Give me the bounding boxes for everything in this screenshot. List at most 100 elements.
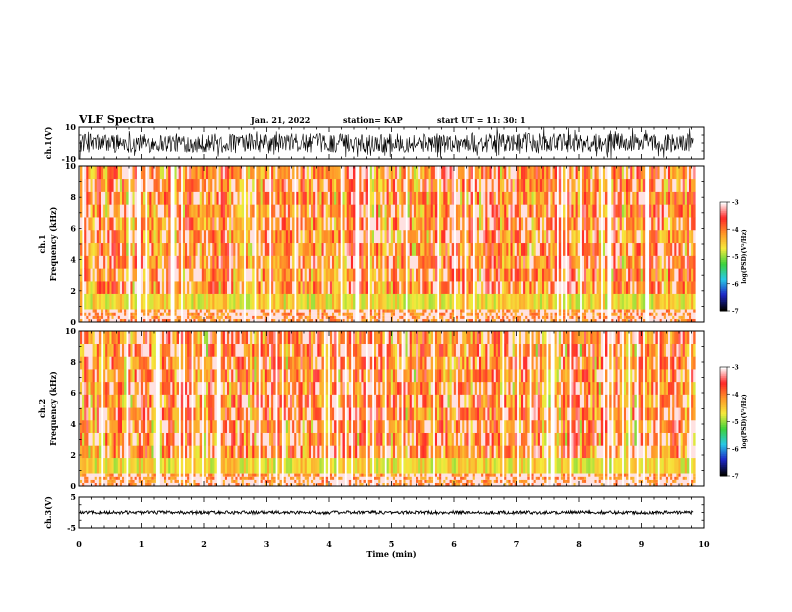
spectrogram-cell (674, 178, 677, 192)
spectrogram-cell (338, 268, 341, 282)
spectrogram-cell (605, 229, 608, 244)
spectrogram-cell (689, 191, 692, 205)
spectrogram-cell (145, 458, 148, 474)
spectrogram-cell (619, 268, 623, 282)
spectrogram-cell (174, 191, 177, 205)
spectrogram-cell (670, 255, 673, 269)
spectrogram-cell (670, 217, 673, 231)
spectrogram-cell (384, 309, 387, 313)
spectrogram-cell (245, 204, 249, 218)
spectrogram-cell (187, 217, 190, 231)
colorbar-tick-label: -7 (732, 309, 739, 316)
spectrogram-cell (508, 191, 511, 205)
spectrogram-cell (143, 356, 146, 370)
spectrogram-cell (161, 281, 165, 295)
spectrogram-cell (365, 309, 368, 313)
spectrogram-cell (327, 204, 331, 218)
spectrogram-cell (248, 309, 251, 313)
spectrogram-cell (159, 217, 163, 231)
spectrogram-cell (447, 293, 450, 310)
spectrogram-cell (447, 178, 450, 192)
spectrogram-cell (302, 242, 305, 256)
spectrogram-cell (168, 473, 171, 477)
spectrogram-cell (132, 217, 135, 231)
spectrogram-cell (292, 318, 295, 322)
spectrogram-cell (487, 166, 490, 180)
spectrogram-cell (434, 204, 438, 218)
spectrogram-cell (107, 293, 110, 310)
spectrogram-cell (191, 312, 194, 316)
spectrogram-cell (449, 255, 452, 269)
spectrogram-cell (105, 229, 108, 244)
spectrogram-cell (94, 281, 98, 295)
spectrogram-cell (86, 315, 89, 319)
spectrogram-cell (420, 229, 423, 244)
spectrogram-cell (581, 309, 585, 313)
spectrogram-cell (187, 476, 190, 480)
spectrogram-cell (665, 309, 669, 313)
spectrogram-cell (302, 191, 305, 205)
spectrogram-cell (466, 217, 469, 231)
spectrogram-cell (376, 255, 379, 269)
spectrogram-cell (298, 268, 301, 282)
colorbar-swatch (720, 220, 727, 223)
spectrogram-cell (516, 309, 520, 313)
spectrogram-cell (159, 312, 163, 316)
spectrogram-cell (397, 217, 400, 231)
spectrogram-cell (98, 178, 102, 192)
spectrogram-cell (489, 242, 492, 256)
colorbar-swatch (720, 211, 727, 214)
spectrogram-cell (224, 318, 228, 322)
spectrogram-cell (103, 476, 106, 480)
spectrogram-cell (403, 318, 406, 322)
spectrogram-cell (178, 242, 182, 256)
spectrogram-cell (111, 309, 114, 313)
spectrogram-cell (518, 268, 522, 282)
spectrogram-cell (84, 476, 87, 480)
spectrogram-cell (84, 473, 87, 477)
spectrogram-cell (371, 191, 375, 205)
spectrogram-cell (149, 473, 152, 477)
spectrogram-cell (105, 178, 108, 192)
spectrogram-cell (397, 191, 400, 205)
spectrogram-cell (302, 281, 305, 295)
spectrogram-cell (281, 229, 284, 244)
spectrogram-cell (300, 293, 303, 310)
spectrogram-cell (506, 268, 509, 282)
spectrogram-cell (283, 268, 287, 282)
spectrogram-cell (581, 315, 585, 319)
spectrogram-cell (86, 381, 89, 395)
spectrogram-cell (103, 268, 106, 282)
spectrogram-cell (191, 255, 194, 269)
spectrogram-cell (521, 229, 524, 244)
spectrogram-cell (119, 204, 123, 218)
spectrogram-cell (140, 217, 144, 231)
spectrogram-cell (195, 229, 198, 244)
spectrogram-cell (521, 204, 524, 218)
spectrogram-cell (161, 407, 165, 421)
spectrogram-cell (206, 318, 209, 322)
spectrogram-cell (632, 268, 635, 282)
spectrogram-cell (266, 318, 270, 322)
spectrogram-cell (504, 217, 507, 231)
spectrogram-cell (521, 242, 524, 256)
spectrogram-cell (489, 178, 492, 192)
spectrogram-cell (661, 318, 665, 322)
spectrogram-cell (676, 281, 679, 295)
spectrogram-cell (642, 217, 646, 231)
spectrogram-cell (128, 356, 131, 370)
spectrogram-cell (161, 331, 165, 345)
spectrogram-cell (172, 419, 175, 433)
spectrogram-cell (462, 318, 465, 322)
spectrogram-cell (590, 281, 593, 295)
spectrogram-cell (441, 281, 444, 295)
spectrogram-cell (285, 178, 289, 192)
spectrogram-cell (369, 242, 373, 256)
spectrogram-cell (275, 229, 278, 244)
spectrogram-cell (371, 217, 375, 231)
spectrogram-cell (164, 204, 167, 218)
spectrogram-cell (514, 178, 518, 192)
spectrogram-cell (640, 281, 644, 295)
spectrogram-cell (231, 293, 234, 310)
spectrogram-cell (174, 476, 177, 480)
